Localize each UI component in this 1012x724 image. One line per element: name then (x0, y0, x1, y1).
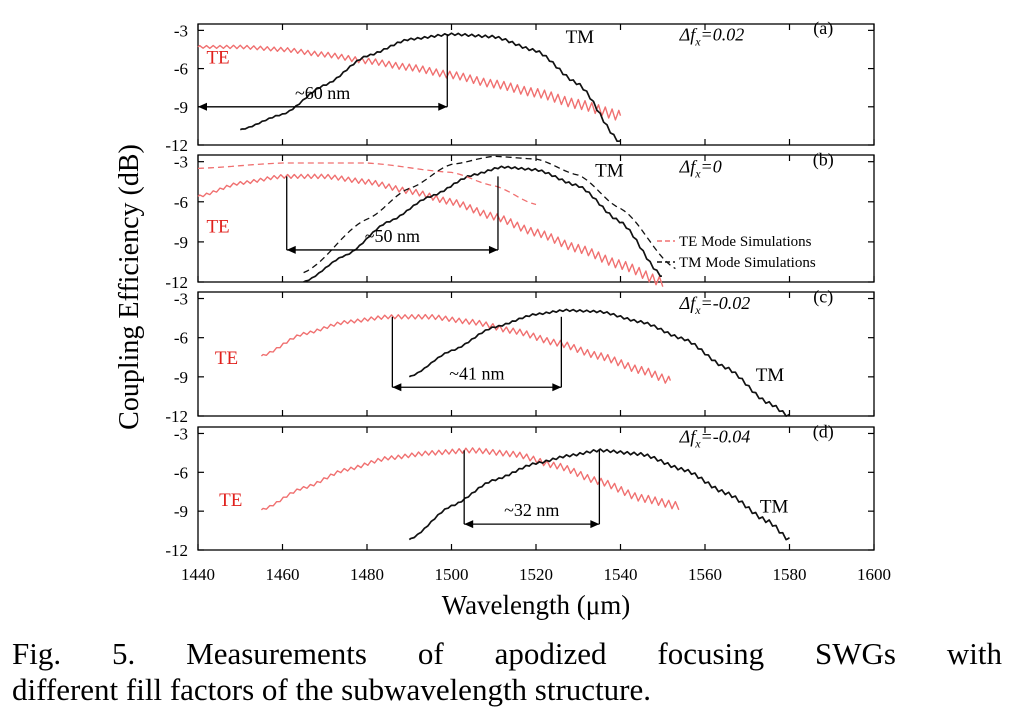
te-series-line (197, 44, 622, 121)
bandwidth-arrow-left (198, 102, 207, 111)
bandwidth-arrow-right (552, 383, 562, 392)
te-label: TE (206, 217, 229, 238)
tm-label: TM (760, 496, 789, 517)
y-tick-label: -12 (165, 541, 188, 560)
delta-fx-label: Δfx=0.02 (679, 25, 745, 49)
x-tick-label: 1500 (435, 565, 469, 584)
bandwidth-arrow-left (464, 520, 474, 529)
x-axis-title: Wavelength (μm) (442, 590, 631, 620)
delta-fx-label: Δfx=-0.02 (679, 293, 751, 317)
y-tick-label: -6 (174, 193, 188, 212)
bandwidth-label: ~41 nm (449, 363, 504, 383)
bandwidth-label: ~50 nm (365, 226, 420, 246)
panel-d: -3 -6 -9 -12 ~32 nm TE TM Δfx=-0.04 (d) (165, 421, 875, 560)
x-tick-label: 1580 (773, 565, 807, 584)
y-axis-title: Coupling Efficiency (dB) (114, 144, 145, 430)
y-tick-label: -12 (165, 136, 188, 155)
delta-fx-prefix: Δf (679, 156, 699, 176)
tm-series-line (303, 165, 662, 283)
panel-a: -3 -6 -9 -12 ~60 nm TE TM Δfx=0.02 (a) (165, 18, 875, 155)
bandwidth-arrow-left (286, 245, 296, 254)
delta-fx-value: =-0.02 (701, 293, 751, 313)
tm-label: TM (566, 27, 595, 48)
te-label: TE (206, 47, 229, 68)
y-tick-label: -12 (165, 407, 188, 426)
panel-frame (197, 291, 875, 417)
te-label: TE (215, 348, 238, 369)
y-tick-label: -6 (174, 60, 188, 79)
delta-fx-label: Δfx=-0.04 (679, 427, 751, 451)
te-series-line (260, 313, 672, 384)
y-tick-label: -6 (174, 329, 188, 348)
bandwidth-label: ~32 nm (504, 500, 559, 520)
panel-frame (197, 426, 875, 551)
delta-fx-value: =0.02 (701, 25, 745, 45)
delta-fx-value: =-0.04 (701, 427, 751, 447)
panel-letter: (b) (813, 150, 834, 171)
y-tick-label: -12 (165, 273, 188, 292)
delta-fx-value: =0 (701, 156, 722, 176)
x-tick-label: 1560 (688, 565, 722, 584)
y-tick-label: -9 (174, 502, 188, 521)
y-tick-label: -3 (174, 290, 188, 309)
bandwidth-arrow-left (392, 383, 402, 392)
y-tick-label: -9 (174, 98, 188, 117)
delta-fx-prefix: Δf (679, 427, 699, 447)
panel-b: -3 -6 -9 -12 ~50 nm TE TM Δfx=0 (b) TE Mode Simul… (165, 150, 875, 292)
delta-fx-subscript: x (694, 303, 701, 317)
legend-tm-sim-label: TM Mode Simulations (679, 255, 816, 271)
x-tick-label: 1440 (181, 565, 215, 584)
y-tick-label: -9 (174, 368, 188, 387)
x-tick-label: 1600 (857, 565, 891, 584)
bandwidth-arrow-right (438, 102, 448, 111)
x-tick-label: 1520 (519, 565, 553, 584)
delta-fx-subscript: x (694, 437, 701, 451)
te-series-line (260, 447, 680, 511)
te-simulation-series-line (197, 162, 537, 206)
tm-simulation-series-line (303, 155, 676, 274)
delta-fx-prefix: Δf (679, 293, 699, 313)
y-tick-label: -3 (174, 424, 188, 443)
delta-fx-prefix: Δf (679, 25, 699, 45)
delta-fx-subscript: x (694, 35, 701, 49)
panel-letter: (c) (813, 286, 833, 307)
bandwidth-arrow-right (590, 520, 600, 529)
panel-letter: (a) (813, 18, 833, 39)
y-tick-label: -9 (174, 233, 188, 252)
caption-line-2: different fill factors of the subwavelen… (12, 672, 652, 707)
y-tick-label: -3 (174, 153, 188, 172)
panel-letter: (d) (813, 421, 834, 442)
caption-line-1: Fig. 5. Measurements of apodized focusin… (12, 636, 1002, 671)
x-tick-label: 1540 (604, 565, 638, 584)
bandwidth-arrow-right (488, 245, 498, 254)
legend-te-sim-label: TE Mode Simulations (679, 234, 812, 250)
tm-series-line (408, 448, 790, 541)
figure: -3 -6 -9 -12 ~60 nm TE TM Δfx=0.02 (a) -3 -6 -9 -12 ~… (114, 18, 891, 620)
panel-c: -3 -6 -9 -12 ~41 nm TE TM Δfx=-0.02 (c) (165, 286, 875, 426)
delta-fx-label: Δfx=0 (679, 156, 722, 180)
y-tick-label: -6 (174, 463, 188, 482)
tm-label: TM (595, 160, 624, 181)
te-series-line (197, 173, 664, 287)
x-tick-label: 1460 (266, 565, 300, 584)
delta-fx-subscript: x (694, 166, 701, 180)
x-tick-label: 1480 (350, 565, 384, 584)
tm-series-line (239, 32, 621, 143)
te-label: TE (219, 490, 242, 511)
tm-series-line (408, 308, 790, 417)
y-tick-label: -3 (174, 21, 188, 40)
figure-caption: Fig. 5. Measurements of apodized focusin… (12, 636, 1002, 708)
tm-label: TM (756, 365, 785, 386)
bandwidth-label: ~60 nm (295, 83, 350, 103)
